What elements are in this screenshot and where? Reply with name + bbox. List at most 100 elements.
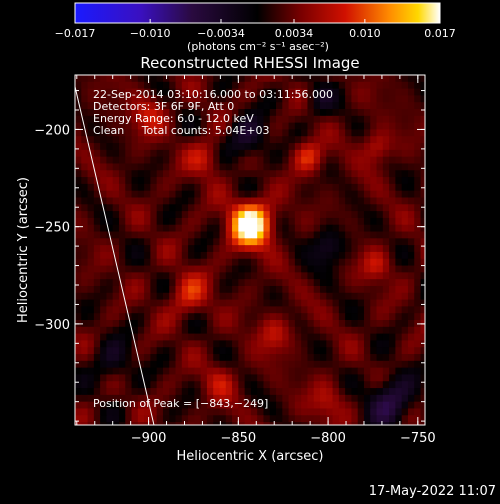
heatmap-cell [307, 238, 315, 246]
heatmap-cell [351, 211, 359, 219]
heatmap-cell [81, 306, 89, 314]
heatmap-cell [269, 129, 277, 137]
heatmap-cell [188, 258, 195, 267]
heatmap-cell [407, 326, 415, 335]
heatmap-cell [131, 231, 139, 239]
heatmap-cell [407, 285, 415, 294]
heatmap-cell [244, 143, 252, 151]
heatmap-cell [282, 367, 290, 375]
heatmap-cell [320, 177, 327, 185]
heatmap-cell [93, 333, 101, 341]
heatmap-cell [162, 394, 170, 403]
heatmap-cell [188, 340, 195, 348]
heatmap-cell [206, 183, 214, 192]
heatmap-cell [81, 115, 89, 124]
heatmap-cell [118, 211, 126, 219]
heatmap-cell [181, 354, 189, 362]
heatmap-cell [389, 109, 396, 117]
heatmap-cell [389, 326, 396, 335]
heatmap-cell [294, 115, 302, 124]
heatmap-cell [294, 401, 302, 409]
heatmap-cell [137, 422, 145, 425]
heatmap-cell [414, 265, 422, 273]
heatmap-cell [118, 299, 126, 307]
heatmap-cell [131, 217, 139, 226]
heatmap-cell [288, 347, 296, 355]
heatmap-cell [414, 224, 422, 233]
heatmap-cell [169, 245, 177, 253]
heatmap-cell [194, 115, 202, 124]
heatmap-cell [206, 163, 214, 171]
heatmap-cell [156, 183, 164, 192]
heatmap-cell [332, 156, 340, 164]
heatmap-cell [407, 408, 415, 416]
heatmap-cell [338, 279, 346, 287]
heatmap-cell [200, 333, 208, 341]
heatmap-cell [206, 136, 214, 144]
heatmap-cell [100, 143, 107, 151]
heatmap-cell [169, 285, 177, 294]
heatmap-cell [250, 102, 258, 110]
heatmap-cell [370, 388, 378, 396]
heatmap-cell [181, 265, 189, 273]
heatmap-cell [225, 306, 233, 314]
heatmap-cell [213, 136, 220, 144]
heatmap-cell [313, 224, 321, 233]
heatmap-cell [93, 129, 101, 137]
heatmap-cell [389, 95, 396, 103]
heatmap-cell [225, 102, 233, 110]
heatmap-cell [194, 183, 202, 192]
heatmap-cell [357, 388, 365, 396]
heatmap-cell [106, 408, 114, 416]
heatmap-cell [112, 149, 120, 158]
heatmap-cell [181, 129, 189, 137]
heatmap-cell [407, 129, 415, 137]
heatmap-cell [276, 95, 283, 103]
heatmap-cell [219, 313, 227, 321]
heatmap-cell [100, 299, 107, 307]
heatmap-cell [200, 156, 208, 164]
heatmap-cell [81, 102, 89, 110]
heatmap-cell [125, 279, 133, 287]
heatmap-cell [200, 306, 208, 314]
heatmap-cell [87, 360, 95, 369]
heatmap-cell [75, 251, 82, 260]
heatmap-cell [320, 326, 327, 335]
heatmap-cell [320, 170, 327, 178]
heatmap-cell [301, 149, 308, 158]
heatmap-cell [288, 313, 296, 321]
heatmap-cell [313, 320, 321, 328]
heatmap-cell [150, 299, 158, 307]
heatmap-cell [370, 231, 378, 239]
heatmap-cell [294, 231, 302, 239]
heatmap-cell [213, 251, 220, 260]
heatmap-cell [232, 326, 239, 335]
heatmap-cell [332, 238, 340, 246]
heatmap-cell [150, 88, 158, 96]
heatmap-cell [389, 422, 396, 425]
heatmap-cell [370, 347, 378, 355]
annotation-clean-counts: Clean Total counts: 5.04E+03 [93, 124, 270, 137]
heatmap-cell [144, 306, 151, 314]
heatmap-cell [194, 320, 202, 328]
heatmap-cell [351, 367, 359, 375]
heatmap-cell [320, 313, 327, 321]
heatmap-cell [137, 129, 145, 137]
heatmap-cell [345, 204, 352, 212]
heatmap-cell [232, 102, 239, 110]
heatmap-cell [357, 422, 365, 425]
heatmap-cell [194, 367, 202, 375]
heatmap-cell [395, 258, 403, 267]
heatmap-cell [150, 149, 158, 158]
heatmap-cell [338, 197, 346, 205]
heatmap-cell [181, 143, 189, 151]
heatmap-cell [407, 374, 415, 382]
heatmap-cell [395, 292, 403, 301]
heatmap-cell [276, 354, 283, 362]
heatmap-cell [407, 381, 415, 389]
heatmap-cell [395, 251, 403, 260]
heatmap-cell [313, 109, 321, 117]
heatmap-cell [269, 217, 277, 226]
heatmap-cell [213, 217, 220, 226]
